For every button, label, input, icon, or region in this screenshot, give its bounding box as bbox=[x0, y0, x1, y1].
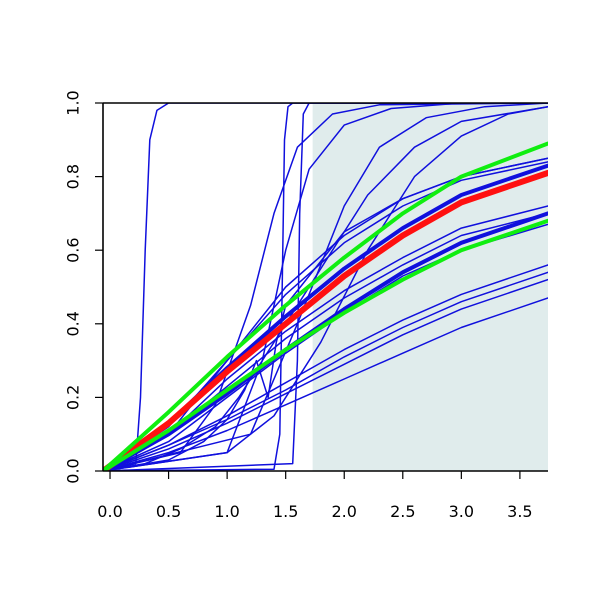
x-tick-label: 1.0 bbox=[214, 502, 239, 521]
axes: 0.0 0.5 1.0 1.5 2.0 2.5 3.0 3.5 0.0 0.2 0.4 0.6 0.8 1… bbox=[64, 90, 548, 521]
series-line-blue-13 bbox=[103, 271, 548, 471]
series-line-blue-17 bbox=[103, 157, 548, 471]
series-line-red-20 bbox=[103, 169, 548, 471]
plot-area bbox=[103, 103, 548, 471]
y-tick-label: 0.6 bbox=[64, 237, 83, 262]
y-tick-label: 0.4 bbox=[64, 311, 83, 336]
x-tick-label: 1.5 bbox=[273, 502, 298, 521]
x-tick-label: 0.5 bbox=[156, 502, 181, 521]
x-tick-label: 2.5 bbox=[390, 502, 415, 521]
y-tick-label: 0.2 bbox=[64, 385, 83, 410]
y-tick-label: 0.0 bbox=[64, 458, 83, 483]
x-tick-label: 3.5 bbox=[507, 502, 532, 521]
series-line-green-21 bbox=[103, 141, 548, 471]
series-line-blue-4 bbox=[103, 103, 548, 471]
series-line-blue-14 bbox=[103, 278, 548, 471]
y-tick-label: 1.0 bbox=[64, 90, 83, 115]
x-tick-label: 0.0 bbox=[97, 502, 122, 521]
x-tick-label: 3.0 bbox=[449, 502, 474, 521]
series-line-blue-16 bbox=[103, 105, 548, 471]
series-line-blue-5 bbox=[103, 103, 548, 471]
series-line-blue-2 bbox=[103, 103, 548, 471]
series-line-green-22 bbox=[103, 218, 548, 471]
y-tick-label: 0.8 bbox=[64, 164, 83, 189]
x-tick-label: 2.0 bbox=[332, 502, 357, 521]
